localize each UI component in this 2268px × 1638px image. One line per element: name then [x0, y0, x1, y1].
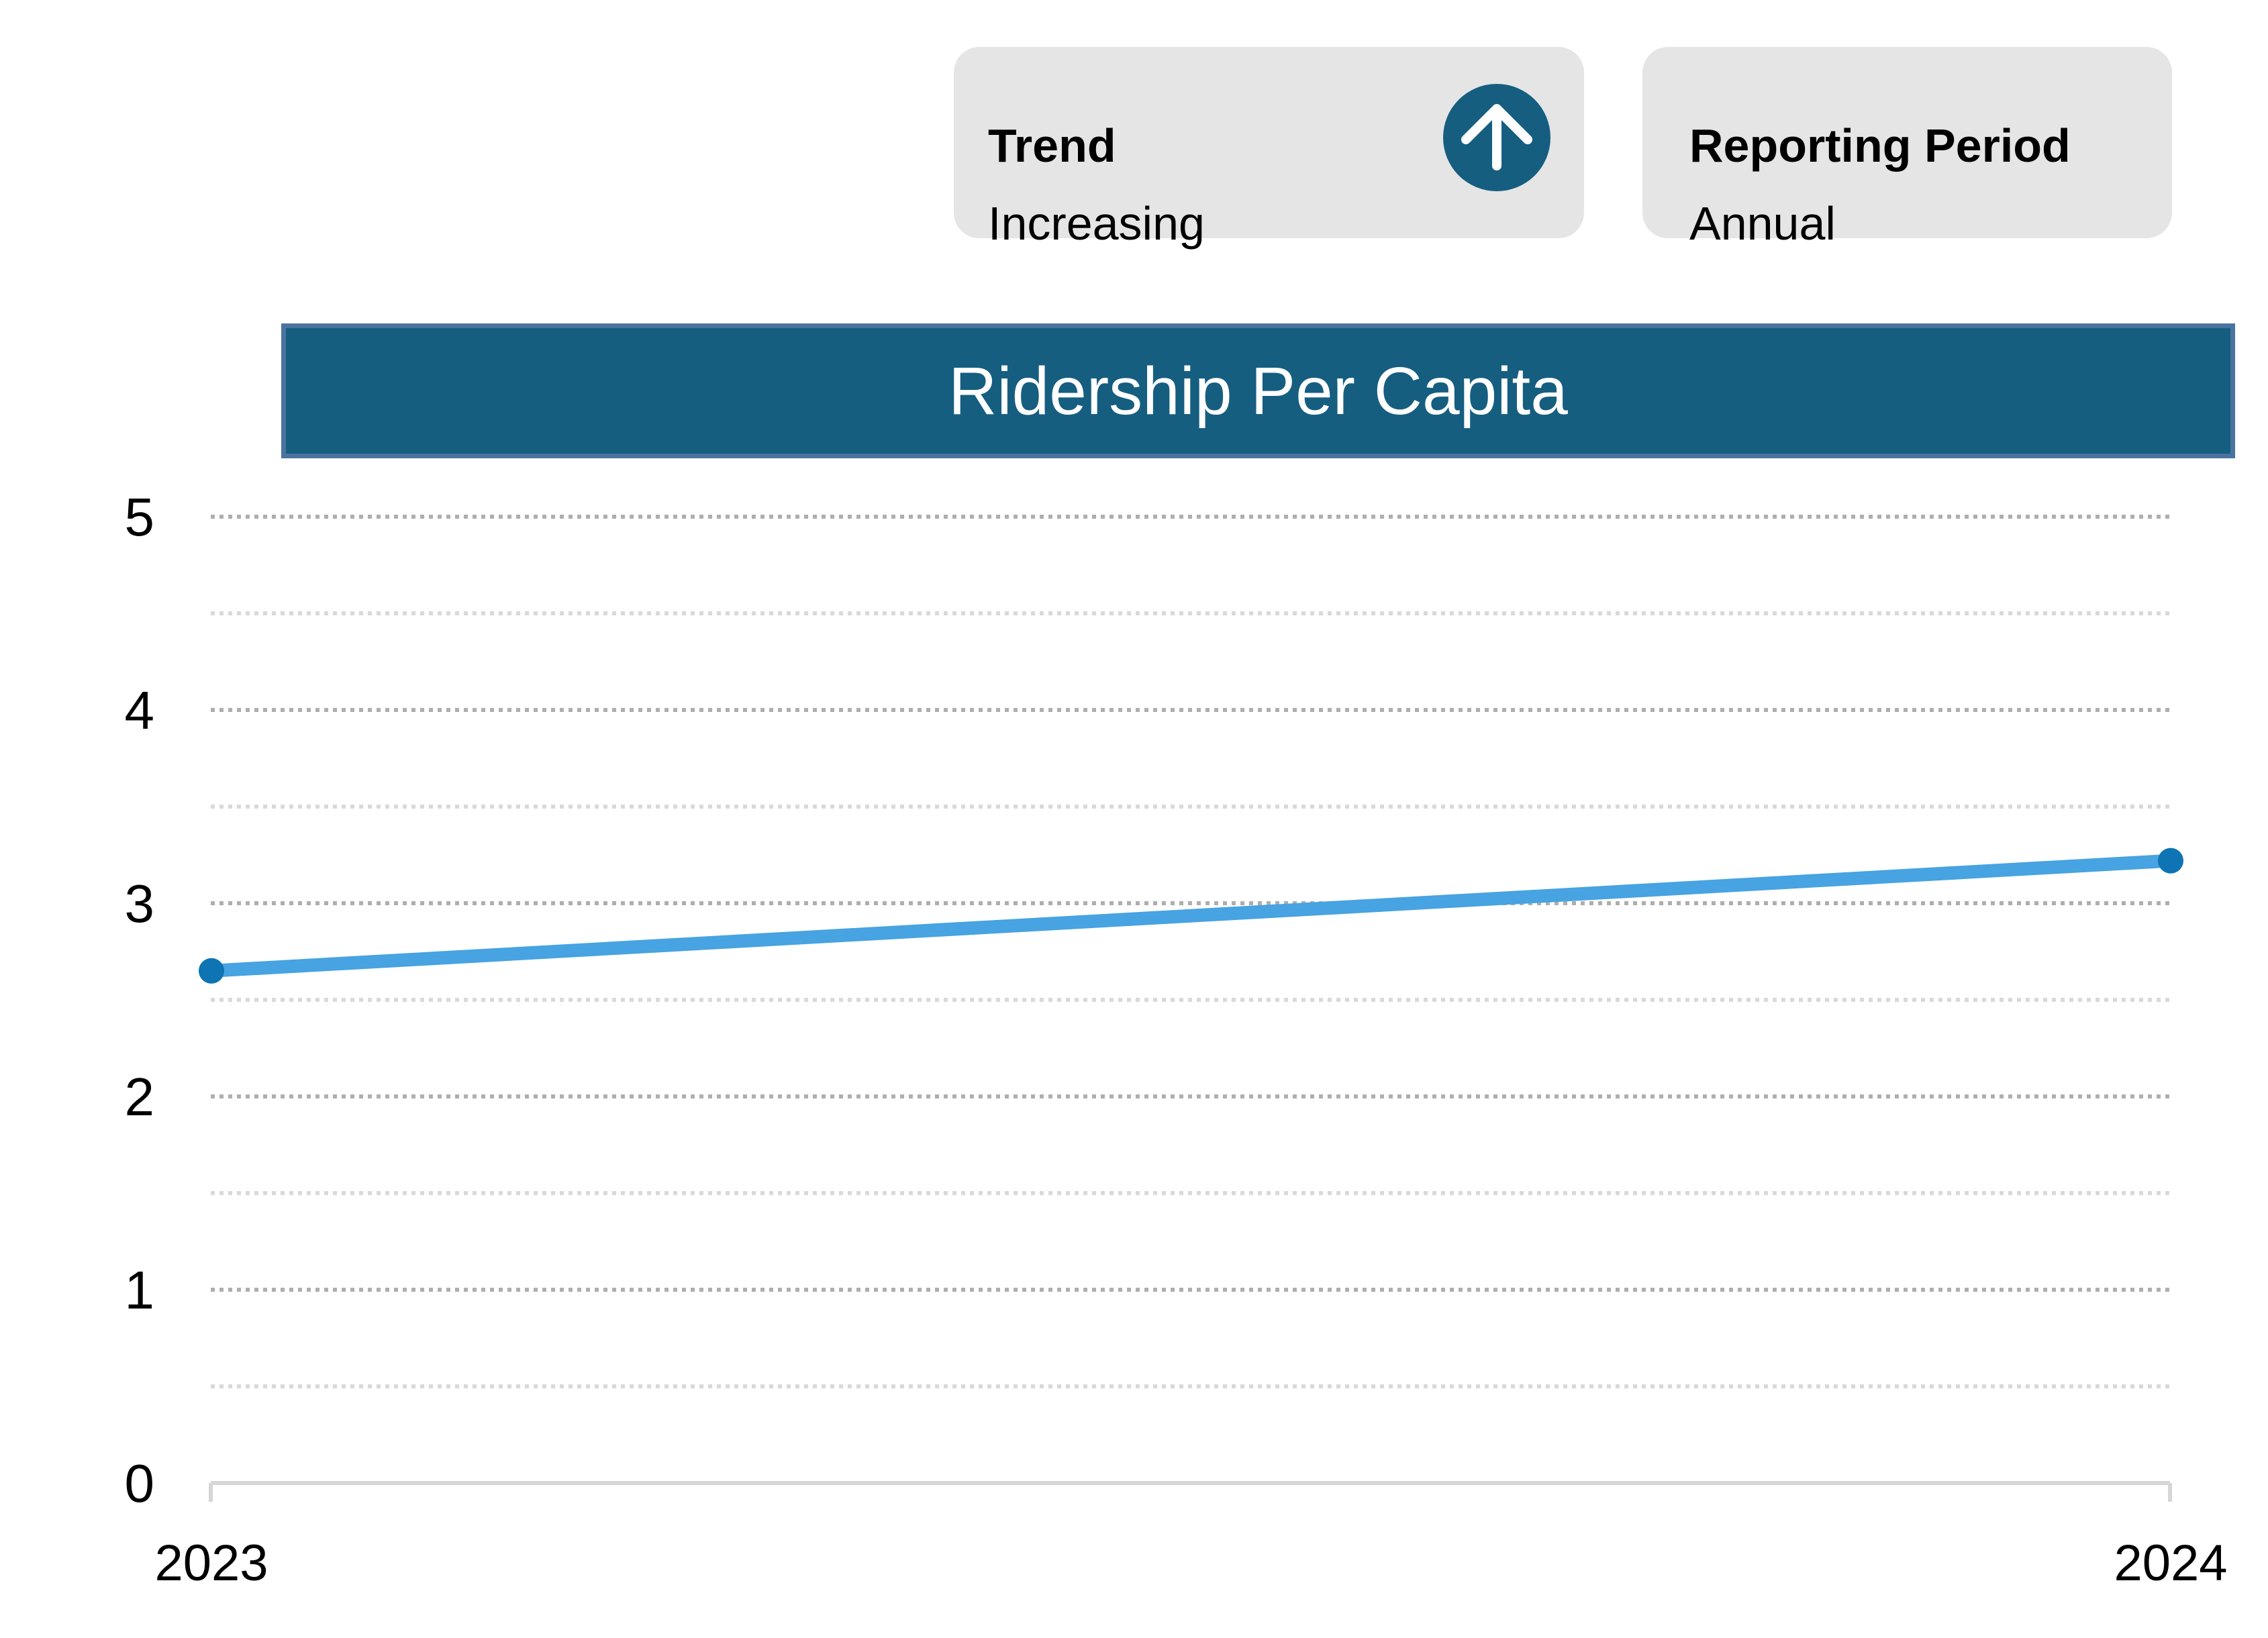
- reporting-period-label: Reporting Period: [1689, 119, 2071, 172]
- series-line: [211, 854, 2171, 978]
- y-tick-label: 1: [125, 1260, 155, 1320]
- y-tick-label: 2: [125, 1067, 155, 1127]
- trend-value: Increasing: [988, 197, 1205, 250]
- arrow-up-icon: [1443, 84, 1550, 191]
- y-tick-label: 5: [125, 487, 155, 547]
- chart-title-bar: Ridership Per Capita: [281, 323, 2235, 458]
- x-tick-label: 2023: [154, 1535, 268, 1592]
- y-tick-label: 4: [125, 680, 155, 740]
- data-point: [2158, 848, 2183, 874]
- reporting-period-value: Annual: [1689, 197, 1836, 250]
- trend-label: Trend: [988, 119, 1116, 172]
- y-tick-label: 0: [125, 1453, 155, 1513]
- trend-card: Trend Increasing: [954, 47, 1584, 247]
- y-tick-label: 3: [125, 874, 155, 933]
- data-point: [199, 958, 224, 984]
- chart-title: Ridership Per Capita: [948, 353, 1568, 429]
- reporting-period-card: Reporting Period Annual: [1642, 47, 2172, 247]
- x-tick-label: 2024: [2114, 1535, 2227, 1592]
